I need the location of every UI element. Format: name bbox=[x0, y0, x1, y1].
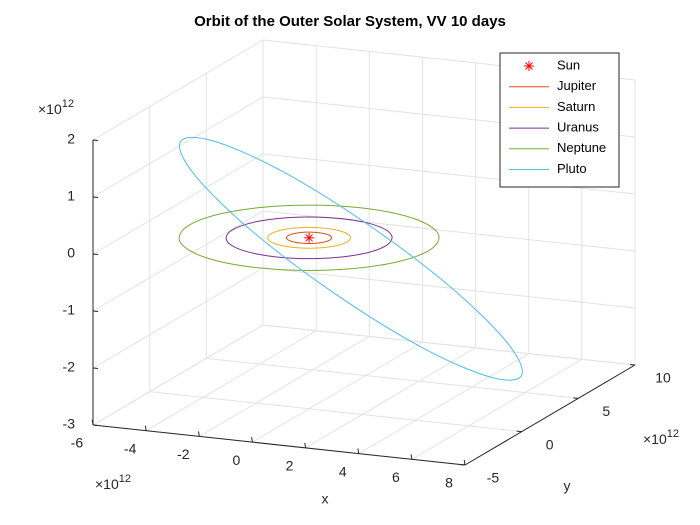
z-tick bbox=[92, 196, 99, 198]
legend-label: Saturn bbox=[557, 99, 595, 114]
z-tick-label: 1 bbox=[67, 188, 75, 204]
z-tick-label: -2 bbox=[63, 359, 76, 375]
chart-title: Orbit of the Outer Solar System, VV 10 d… bbox=[194, 13, 506, 30]
orbit-line bbox=[285, 231, 333, 244]
x-tick bbox=[304, 442, 307, 448]
legend: Sun Jupiter Saturn Uranus Neptune Pluto bbox=[499, 52, 620, 188]
z-tick bbox=[92, 253, 99, 255]
grid-line bbox=[411, 358, 583, 460]
grid-line bbox=[358, 353, 529, 455]
x-tick bbox=[251, 437, 253, 443]
grid-line bbox=[92, 267, 264, 369]
z-exponent: ×1012 bbox=[38, 98, 74, 117]
x-exponent: ×1012 bbox=[95, 473, 131, 492]
z-tick-label: 2 bbox=[67, 131, 75, 147]
z-tick-label: 0 bbox=[67, 245, 75, 261]
legend-box bbox=[499, 52, 620, 188]
x-tick bbox=[463, 459, 466, 466]
grid-line bbox=[252, 341, 423, 443]
orbit-line bbox=[225, 216, 393, 260]
x-tick bbox=[357, 448, 360, 454]
y-tick bbox=[629, 364, 636, 366]
grid-line bbox=[206, 357, 579, 399]
x-tick bbox=[410, 454, 413, 460]
x-axis bbox=[92, 424, 466, 466]
x-tick-label: 0 bbox=[233, 452, 241, 468]
orbit-line bbox=[267, 226, 351, 249]
x-tick bbox=[197, 431, 200, 437]
x-tick-label: 4 bbox=[339, 463, 347, 479]
legend-label: Neptune bbox=[557, 140, 606, 155]
grid-line bbox=[92, 324, 264, 426]
x-tick-label: -4 bbox=[124, 440, 137, 456]
grid-line bbox=[305, 347, 476, 449]
x-tick bbox=[91, 419, 94, 426]
z-tick bbox=[92, 367, 99, 369]
z-tick bbox=[92, 424, 99, 426]
grid-line bbox=[92, 153, 264, 255]
grid-line bbox=[92, 96, 264, 198]
y-axis bbox=[464, 364, 636, 466]
y-tick-label: -5 bbox=[487, 470, 500, 486]
grid-line bbox=[262, 324, 636, 366]
y-tick-label: 5 bbox=[602, 403, 610, 419]
y-tick bbox=[459, 464, 466, 466]
x-tick-label: 6 bbox=[392, 469, 400, 485]
y-tick bbox=[516, 430, 522, 433]
legend-label: Sun bbox=[557, 57, 580, 72]
legend-marker bbox=[524, 61, 534, 71]
grid-line bbox=[92, 39, 264, 141]
orbit-line bbox=[179, 136, 523, 381]
legend-label: Uranus bbox=[557, 120, 599, 135]
marker-stroke bbox=[525, 62, 533, 70]
x-tick-label: -2 bbox=[177, 446, 190, 462]
x-axis-label: x bbox=[322, 491, 329, 507]
legend-label: Jupiter bbox=[557, 78, 597, 93]
z-tick bbox=[92, 139, 99, 141]
x-tick bbox=[144, 425, 147, 431]
grid-line bbox=[199, 335, 370, 437]
marker-stroke bbox=[305, 233, 313, 242]
y-exponent: ×1012 bbox=[643, 428, 679, 447]
z-tick bbox=[92, 310, 99, 312]
y-tick bbox=[573, 397, 579, 399]
x-tick-label: -6 bbox=[71, 435, 84, 451]
y-axis-label: y bbox=[564, 478, 571, 494]
grid-line bbox=[145, 330, 317, 432]
y-tick-label: 10 bbox=[655, 370, 671, 386]
z-tick-label: -3 bbox=[63, 416, 76, 432]
grid-line bbox=[92, 210, 264, 312]
orbit-line bbox=[178, 204, 440, 271]
x-tick-label: 2 bbox=[286, 458, 294, 474]
x-tick-label: 8 bbox=[445, 475, 453, 491]
z-tick-label: -1 bbox=[63, 302, 76, 318]
grid-line bbox=[262, 267, 636, 309]
legend-label: Pluto bbox=[557, 161, 587, 176]
grid-line bbox=[149, 391, 522, 433]
sun-marker bbox=[304, 232, 315, 243]
y-tick-label: 0 bbox=[546, 436, 554, 452]
